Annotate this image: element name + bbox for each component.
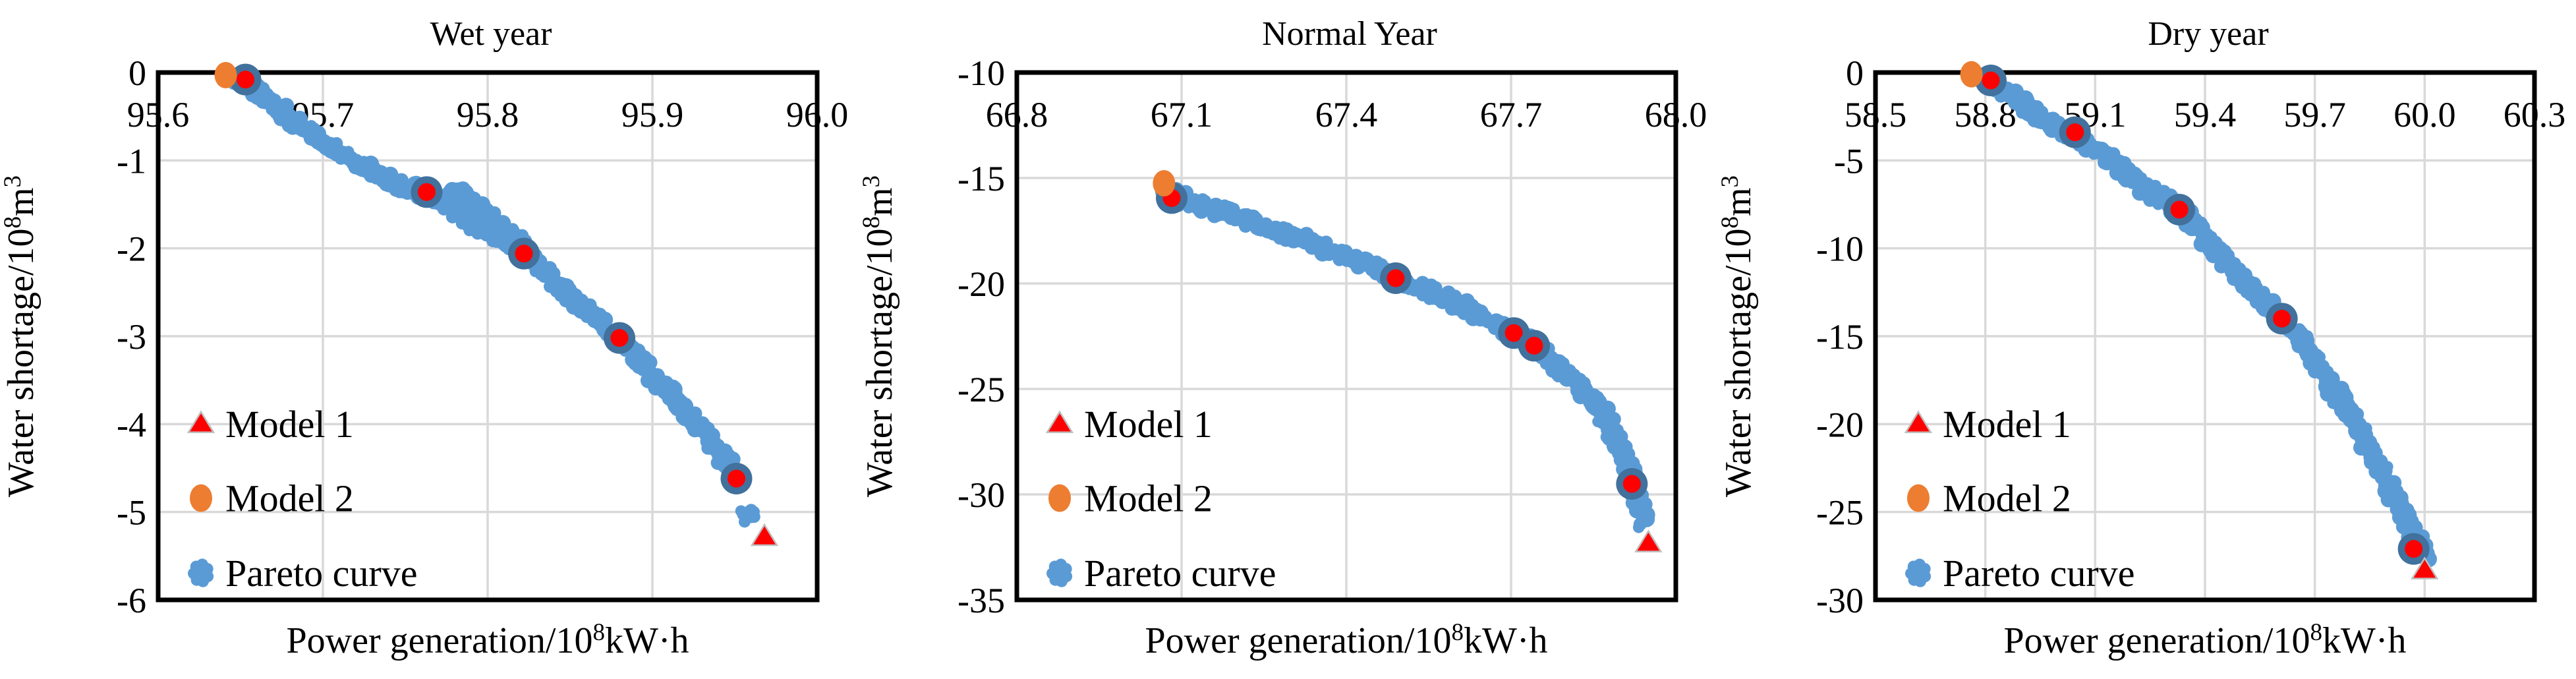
legend: Model 1 Model 2 Pareto curve: [1045, 403, 1276, 595]
x-tick-label: 60.0: [2393, 95, 2456, 134]
model2-point: [214, 62, 237, 88]
legend-label: Model 2: [1943, 477, 2071, 520]
legend-label: Pareto curve: [1084, 552, 1276, 595]
plot-background: [0, 0, 859, 679]
legend-label: Model 2: [1084, 477, 1213, 520]
legend: Model 1 Model 2 Pareto curve: [1904, 403, 2134, 595]
y-tick-label: -5: [1834, 141, 1864, 181]
chart-dry-year-svg: 58.5 58.8 59.1 59.4 59.7 60.0 60.30-5-10-15-20…: [1717, 0, 2576, 679]
y-tick-label: -4: [117, 405, 146, 444]
y-tick-label: -5: [117, 493, 146, 533]
y-tick-label: -20: [1816, 405, 1864, 444]
chart-title: Normal Year: [1262, 15, 1437, 53]
highlight-point: [229, 63, 262, 96]
highlight-point: [2397, 533, 2430, 565]
legend-pareto-icon: [188, 558, 214, 587]
pareto-outlier: [735, 504, 760, 528]
y-tick-label: -1: [117, 141, 146, 181]
x-tick-label: 95.8: [457, 95, 519, 134]
model1-point: [2411, 556, 2439, 579]
y-tick-label: -15: [1816, 317, 1864, 357]
highlight-point: [508, 237, 540, 270]
highlight-point: [2059, 116, 2091, 148]
y-tick-label: -30: [1816, 581, 1864, 620]
legend-label: Model 2: [225, 477, 354, 520]
plot-border: [1014, 70, 1678, 603]
y-tick-label: 0: [129, 53, 146, 93]
highlight-point: [2266, 303, 2298, 335]
highlight-point: [1616, 468, 1648, 500]
highlight-point: [1975, 65, 2007, 96]
legend-label: Pareto curve: [225, 552, 417, 595]
highlight-point: [2163, 194, 2196, 225]
x-tick-label: 59.4: [2174, 95, 2237, 134]
y-tick-label: -6: [117, 581, 146, 620]
highlighted-points: [229, 63, 753, 494]
y-tick-label: -25: [1816, 493, 1864, 533]
y-tick-label: 0: [1846, 53, 1864, 93]
highlighted-points: [1156, 182, 1648, 500]
model1-point: [750, 523, 779, 546]
legend-model1-icon: [186, 410, 215, 434]
legend-model2-icon: [1907, 484, 1930, 512]
legend-model1-icon: [1045, 410, 1074, 434]
y-tick-label: -3: [117, 317, 146, 357]
y-tick-label: -10: [958, 53, 1005, 93]
plot-border: [1873, 70, 2537, 603]
x-tick-label: 67.4: [1315, 95, 1378, 134]
x-axis-title: Power generation/108kW·h: [1145, 619, 1548, 661]
y-tick-label: -20: [958, 264, 1005, 304]
y-tick-label: -25: [958, 370, 1005, 409]
chart-dry-year: 58.5 58.8 59.1 59.4 59.7 60.0 60.3 0 -5 -10 -15 -20…: [1717, 0, 2576, 679]
y-tick-label: -15: [958, 159, 1005, 198]
legend-model1-icon: [1904, 410, 1933, 434]
plot-border: [156, 70, 820, 603]
pareto-curve-series: [227, 65, 760, 528]
chart-title: Dry year: [2148, 15, 2268, 53]
highlight-point: [720, 463, 753, 494]
legend-pareto-icon: [1905, 558, 1932, 587]
model1-point: [1634, 529, 1663, 552]
x-tick-label: 67.1: [1151, 95, 1213, 134]
legend-model2-icon: [1048, 484, 1071, 512]
chart-title: Wet year: [430, 15, 552, 53]
legend-model2-icon: [190, 484, 212, 512]
x-tick-label: 67.7: [1480, 95, 1543, 134]
highlight-point: [1380, 262, 1412, 294]
x-axis-title: Power generation/108kW·h: [287, 619, 689, 661]
x-tick-label: 95.9: [621, 95, 684, 134]
x-axis-title: Power generation/108kW·h: [2004, 619, 2407, 661]
pareto-point: [1633, 517, 1647, 531]
y-axis-title: Water shortage/108m3: [0, 175, 42, 497]
y-axis-title: Water shortage/108m3: [859, 175, 900, 497]
highlight-point: [411, 176, 443, 208]
y-axis-title: Water shortage/108m3: [1717, 175, 1759, 497]
chart-normal-year-svg: 66.8 67.1 67.4 67.7 68.0-10-15-20-25-30-35No…: [859, 0, 1717, 679]
legend-label: Model 1: [225, 403, 354, 446]
chart-wet-year: 95.6 95.7 95.8 95.9 96.0 0 -1 -2 -3 -4 -5 -6 Wet yea…: [0, 0, 859, 679]
legend-label: Model 1: [1943, 403, 2071, 446]
legend-label: Model 1: [1084, 403, 1213, 446]
model2-point: [1960, 61, 1983, 88]
legend-label: Pareto curve: [1943, 552, 2134, 595]
y-tick-label: -10: [1816, 229, 1864, 269]
y-tick-label: -30: [958, 475, 1005, 515]
highlight-point: [1518, 330, 1550, 362]
x-tick-label: 59.7: [2283, 95, 2346, 134]
highlighted-points: [1975, 65, 2430, 565]
highlight-point: [604, 322, 635, 354]
model2-point: [1153, 170, 1176, 196]
legend-pareto-icon: [1046, 558, 1073, 587]
plot-background: [859, 0, 1717, 679]
legend: Model 1 Model 2 Pareto curve: [186, 403, 417, 595]
chart-normal-year: 66.8 67.1 67.4 67.7 68.0 -10 -15 -20 -25 -30 -35 No…: [859, 0, 1717, 679]
y-tick-label: -35: [958, 581, 1005, 620]
y-tick-label: -2: [117, 229, 146, 269]
